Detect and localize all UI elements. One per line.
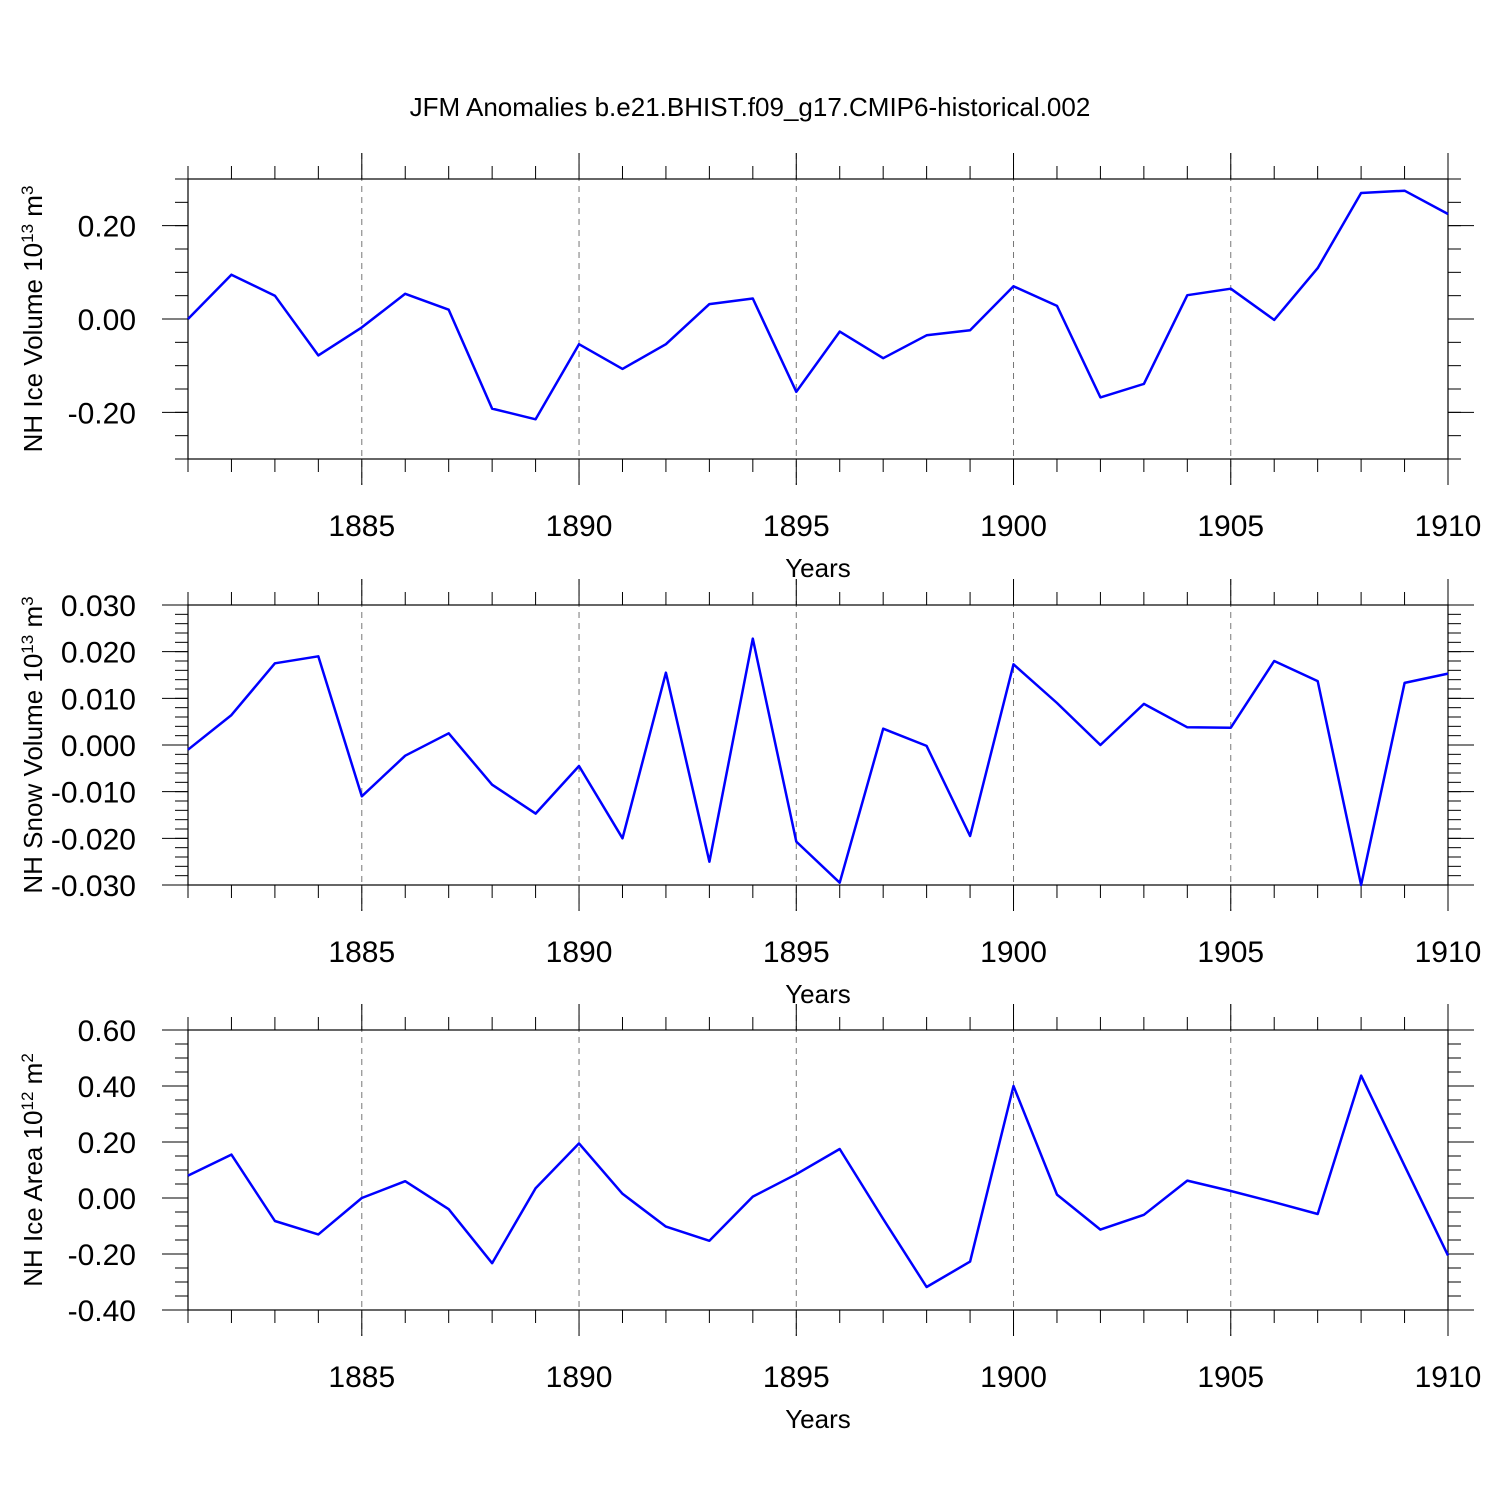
y-axis-label: NH Snow Volume 1013 m3 <box>18 596 49 893</box>
x-tick-label: 1905 <box>1197 510 1264 543</box>
x-tick-label: 1885 <box>328 936 395 969</box>
y-tick-label: 0.00 <box>78 1183 136 1216</box>
x-tick-label: 1885 <box>328 510 395 543</box>
x-tick-label: 1890 <box>546 510 613 543</box>
x-tick-label: 1905 <box>1197 1361 1264 1394</box>
panel-snow-volume: -0.030 -0.020 -0.010 0.000 0.010 0.020 0.030 18… <box>18 579 1482 1009</box>
y-axis-label: NH Ice Area 1012 m2 <box>18 1053 49 1287</box>
x-tick-label: 1885 <box>328 1361 395 1394</box>
y-tick-label: -0.020 <box>51 823 136 856</box>
x-tick-label: 1910 <box>1415 1361 1482 1394</box>
series-line-ice-area <box>187 1074 1450 1289</box>
x-tick-label: 1900 <box>980 510 1047 543</box>
x-tick-label: 1910 <box>1415 510 1482 543</box>
y-tick-label: 0.60 <box>78 1015 136 1048</box>
x-axis-label: Years <box>785 979 851 1009</box>
x-tick-label: 1895 <box>763 510 830 543</box>
y-tick-label: -0.010 <box>51 777 136 810</box>
series-line-snow-volume <box>187 637 1449 887</box>
x-axis-label: Years <box>785 553 851 583</box>
y-tick-label: 0.20 <box>78 211 136 244</box>
y-tick-label: -0.40 <box>68 1295 136 1328</box>
x-axis-label: Years <box>785 1404 851 1434</box>
y-tick-label: 0.40 <box>78 1071 136 1104</box>
y-tick-label: -0.20 <box>68 1239 136 1272</box>
x-tick-label: 1900 <box>980 1361 1047 1394</box>
plot-frame <box>187 178 1449 460</box>
y-tick-label: -0.20 <box>68 397 136 430</box>
x-tick-label: 1910 <box>1415 936 1482 969</box>
panel-ice-area: -0.40 -0.20 0.00 0.20 0.40 0.60 1885 1890 1895 19… <box>18 1004 1482 1434</box>
plot-frame <box>187 604 1449 886</box>
x-tick-label: 1900 <box>980 936 1047 969</box>
y-tick-label: -0.030 <box>51 870 136 903</box>
panel-ice-volume: -0.20 0.00 0.20 1885 1890 1895 1900 1905 1910 Yea… <box>18 153 1482 583</box>
x-tick-label: 1890 <box>546 1361 613 1394</box>
y-tick-label: 0.000 <box>61 730 136 763</box>
plot-frame <box>187 1029 1449 1311</box>
x-tick-label: 1895 <box>763 936 830 969</box>
y-axis-label: NH Ice Volume 1013 m3 <box>18 186 49 453</box>
y-tick-label: 0.00 <box>78 304 136 337</box>
series-line-ice-volume <box>187 189 1449 421</box>
x-tick-label: 1895 <box>763 1361 830 1394</box>
figure-title: JFM Anomalies b.e21.BHIST.f09_g17.CMIP6-… <box>410 92 1091 122</box>
y-tick-label: 0.030 <box>61 590 136 623</box>
x-tick-label: 1890 <box>546 936 613 969</box>
y-tick-label: 0.010 <box>61 683 136 716</box>
x-tick-label: 1905 <box>1197 936 1264 969</box>
y-tick-label: 0.020 <box>61 637 136 670</box>
y-tick-label: 0.20 <box>78 1127 136 1160</box>
